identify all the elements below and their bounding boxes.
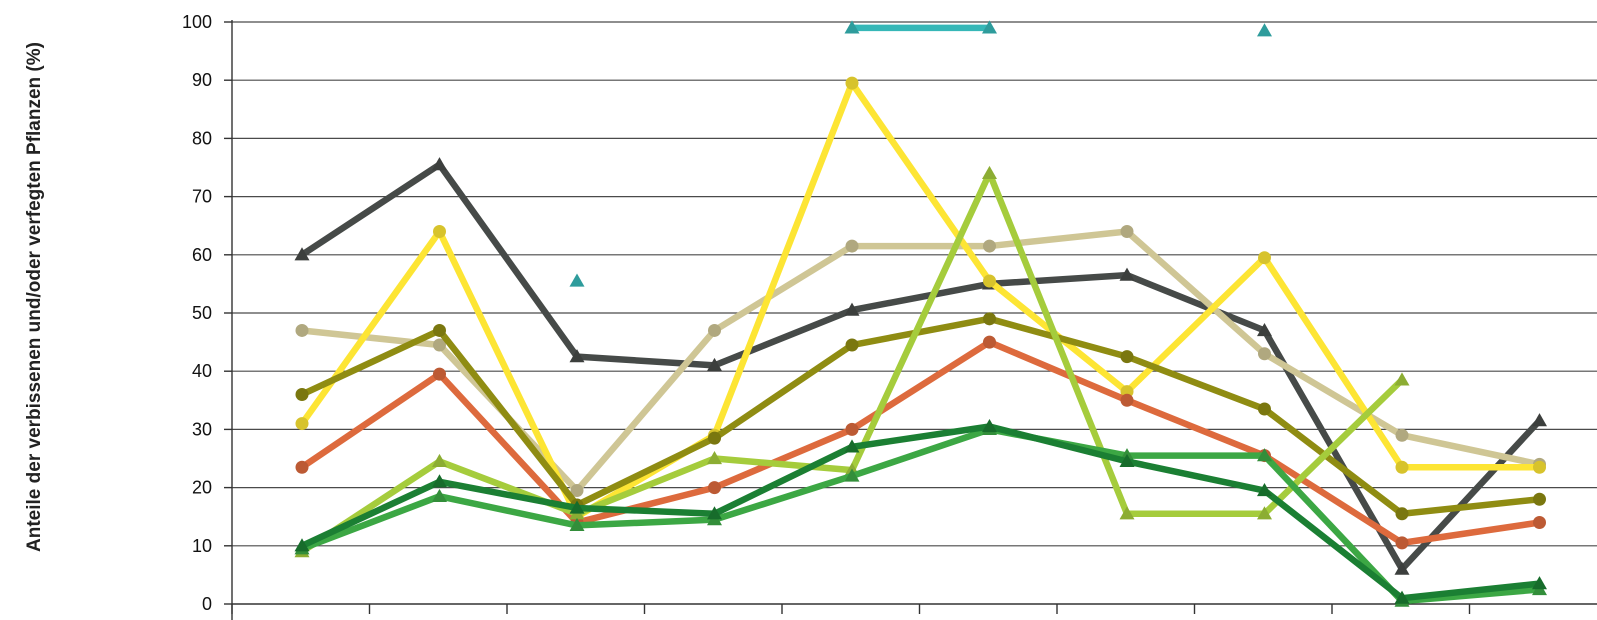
y-tick-label-60: 60 bbox=[192, 245, 212, 265]
y-tick-label-40: 40 bbox=[192, 361, 212, 381]
series-7-point-2 bbox=[432, 453, 447, 468]
series-6-point-5 bbox=[845, 422, 859, 436]
series-6-point-7 bbox=[1120, 393, 1134, 407]
series-5-point-1 bbox=[295, 387, 309, 401]
series-8-point-5 bbox=[844, 468, 860, 482]
series-1-point-5 bbox=[844, 20, 860, 34]
series-2-point-8 bbox=[1257, 322, 1272, 337]
series-9 bbox=[294, 418, 1547, 604]
series-3-point-7 bbox=[1120, 225, 1134, 239]
series-1-point-8 bbox=[1257, 23, 1272, 37]
series-1-point-3 bbox=[569, 273, 585, 287]
series-3-point-1 bbox=[295, 323, 309, 337]
series-1 bbox=[569, 20, 1272, 287]
series-5-point-7 bbox=[1120, 350, 1134, 364]
series-8-point-3 bbox=[569, 517, 585, 532]
series-5 bbox=[295, 312, 1546, 521]
series-3-point-9 bbox=[1395, 428, 1409, 442]
series-9-point-9 bbox=[1394, 590, 1410, 604]
series-6-point-1 bbox=[295, 460, 309, 474]
series-4-point-9 bbox=[1395, 460, 1409, 474]
series-4-point-2 bbox=[433, 225, 446, 239]
series-6-point-6 bbox=[983, 335, 996, 349]
series-9-line bbox=[298, 423, 1543, 602]
series-8-line bbox=[298, 426, 1543, 605]
series-4-point-10 bbox=[1533, 460, 1546, 474]
axes bbox=[224, 20, 1597, 620]
series-3-point-3 bbox=[570, 484, 584, 498]
series-5-point-6 bbox=[983, 312, 996, 326]
series-9-point-7 bbox=[1119, 453, 1135, 468]
series-3 bbox=[295, 225, 1546, 498]
series-3-point-5 bbox=[845, 239, 859, 253]
y-tick-label-70: 70 bbox=[192, 187, 212, 207]
series-5-point-5 bbox=[845, 338, 859, 352]
y-tick-label-100: 100 bbox=[182, 12, 212, 32]
y-tick-label-50: 50 bbox=[192, 303, 212, 323]
series-4-line bbox=[298, 79, 1543, 520]
series-3-point-8 bbox=[1258, 347, 1271, 361]
series-2-point-10 bbox=[1532, 413, 1547, 427]
series-8-point-2 bbox=[432, 488, 447, 502]
series-6-point-10 bbox=[1533, 516, 1546, 530]
y-tick-label-0: 0 bbox=[202, 594, 212, 614]
series-9-point-8 bbox=[1257, 483, 1272, 497]
series-9-point-3 bbox=[569, 500, 585, 514]
series-7-point-6 bbox=[982, 165, 997, 179]
y-tick-label-20: 20 bbox=[192, 478, 212, 498]
series-6-point-2 bbox=[433, 367, 446, 381]
y-tick-label-10: 10 bbox=[192, 536, 212, 556]
series-1-point-6 bbox=[982, 20, 997, 34]
series-4-point-8 bbox=[1258, 251, 1271, 265]
series-3-point-6 bbox=[983, 239, 996, 253]
series-5-point-8 bbox=[1258, 402, 1271, 416]
series-5-point-2 bbox=[433, 323, 446, 337]
series-7-point-7 bbox=[1119, 506, 1135, 520]
y-tick-label-80: 80 bbox=[192, 128, 212, 148]
series-4 bbox=[295, 76, 1546, 524]
series-2-point-1 bbox=[294, 247, 310, 261]
series-9-point-2 bbox=[432, 474, 447, 488]
series-3-point-4 bbox=[708, 323, 721, 337]
gridlines bbox=[232, 21, 1597, 547]
series-9-point-5 bbox=[844, 439, 860, 453]
data-series bbox=[294, 20, 1547, 607]
series-4-point-1 bbox=[295, 417, 309, 431]
series-9-point-6 bbox=[982, 418, 997, 433]
series-5-point-4 bbox=[708, 431, 721, 445]
series-5-line bbox=[298, 315, 1543, 518]
series-2-point-9 bbox=[1394, 561, 1410, 575]
series-2-point-3 bbox=[569, 349, 585, 363]
series-7-point-9 bbox=[1394, 372, 1410, 386]
series-6-line bbox=[298, 338, 1543, 547]
y-tick-label-90: 90 bbox=[192, 70, 212, 90]
series-5-point-10 bbox=[1533, 492, 1546, 506]
series-2-point-5 bbox=[844, 302, 860, 316]
series-5-point-9 bbox=[1395, 507, 1409, 521]
series-9-point-1 bbox=[294, 538, 310, 552]
series-6 bbox=[295, 335, 1546, 550]
series-4-point-5 bbox=[845, 76, 859, 90]
y-tick-labels: 0 10 20 30 40 50 60 70 80 90 100 bbox=[182, 12, 212, 614]
series-6-point-4 bbox=[708, 481, 721, 495]
y-tick-label-30: 30 bbox=[192, 419, 212, 439]
series-6-point-9 bbox=[1395, 536, 1409, 550]
series-3-point-2 bbox=[433, 338, 446, 352]
series-8-point-8 bbox=[1257, 448, 1272, 462]
series-2-point-2 bbox=[432, 157, 447, 171]
series-7-point-8 bbox=[1257, 506, 1272, 520]
series-7-point-4 bbox=[707, 451, 722, 465]
series-9-point-10 bbox=[1532, 576, 1547, 590]
series-4-point-6 bbox=[983, 274, 996, 288]
series-9-point-4 bbox=[707, 506, 722, 520]
y-axis-label: Anteile der verbissenen und/oder verfegt… bbox=[24, 42, 45, 552]
series-2-point-4 bbox=[707, 357, 722, 372]
series-2-point-7 bbox=[1119, 267, 1135, 281]
